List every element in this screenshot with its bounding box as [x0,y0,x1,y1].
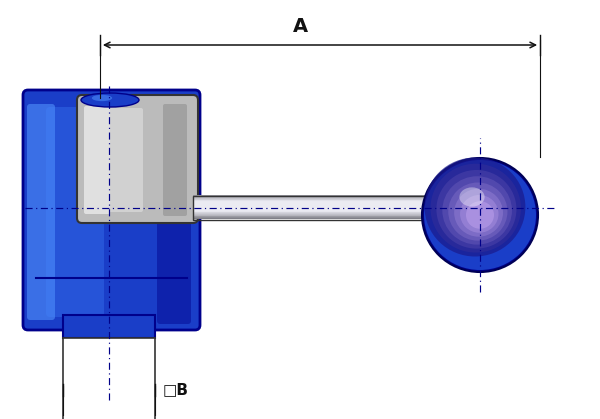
Bar [193,206,450,207]
Bar [193,196,450,197]
Text: □B: □B [163,383,189,398]
FancyBboxPatch shape [84,106,110,214]
Bar [193,197,450,199]
FancyBboxPatch shape [104,108,143,212]
Bar [193,202,450,203]
Bar [193,200,450,201]
Bar [193,203,450,204]
Ellipse shape [466,201,494,229]
FancyBboxPatch shape [46,107,104,317]
Bar [193,210,450,212]
Ellipse shape [425,158,526,256]
Bar [193,207,450,208]
Ellipse shape [424,160,536,270]
Bar [63,315,155,338]
FancyBboxPatch shape [23,90,200,330]
Bar [193,216,450,217]
Ellipse shape [92,95,112,101]
Ellipse shape [460,195,499,233]
Bar [193,214,450,215]
Text: A: A [292,17,308,36]
Bar [193,208,450,209]
Bar [193,198,450,199]
Bar [193,199,450,200]
Ellipse shape [422,158,538,272]
Ellipse shape [442,176,512,245]
FancyBboxPatch shape [27,104,55,320]
FancyBboxPatch shape [163,104,187,216]
Bar [193,195,450,196]
Bar [193,201,450,203]
Bar [193,209,450,210]
Ellipse shape [441,193,459,223]
Bar [193,204,450,205]
FancyBboxPatch shape [157,100,191,324]
Bar [193,197,450,198]
Ellipse shape [436,170,517,248]
Bar [193,213,450,215]
Ellipse shape [81,93,139,107]
Bar [193,212,450,213]
Ellipse shape [431,164,521,253]
Bar [193,217,450,219]
Bar [193,218,450,220]
Bar [193,211,450,212]
Bar [193,196,450,220]
Bar [193,201,450,202]
Ellipse shape [454,189,503,237]
Bar [193,215,450,216]
FancyBboxPatch shape [77,95,198,223]
Ellipse shape [448,183,508,241]
Bar [193,217,450,218]
Bar [193,204,450,206]
Bar [193,212,450,214]
Bar [63,338,155,419]
Bar [193,205,450,207]
Bar [193,210,450,211]
Ellipse shape [460,187,485,207]
